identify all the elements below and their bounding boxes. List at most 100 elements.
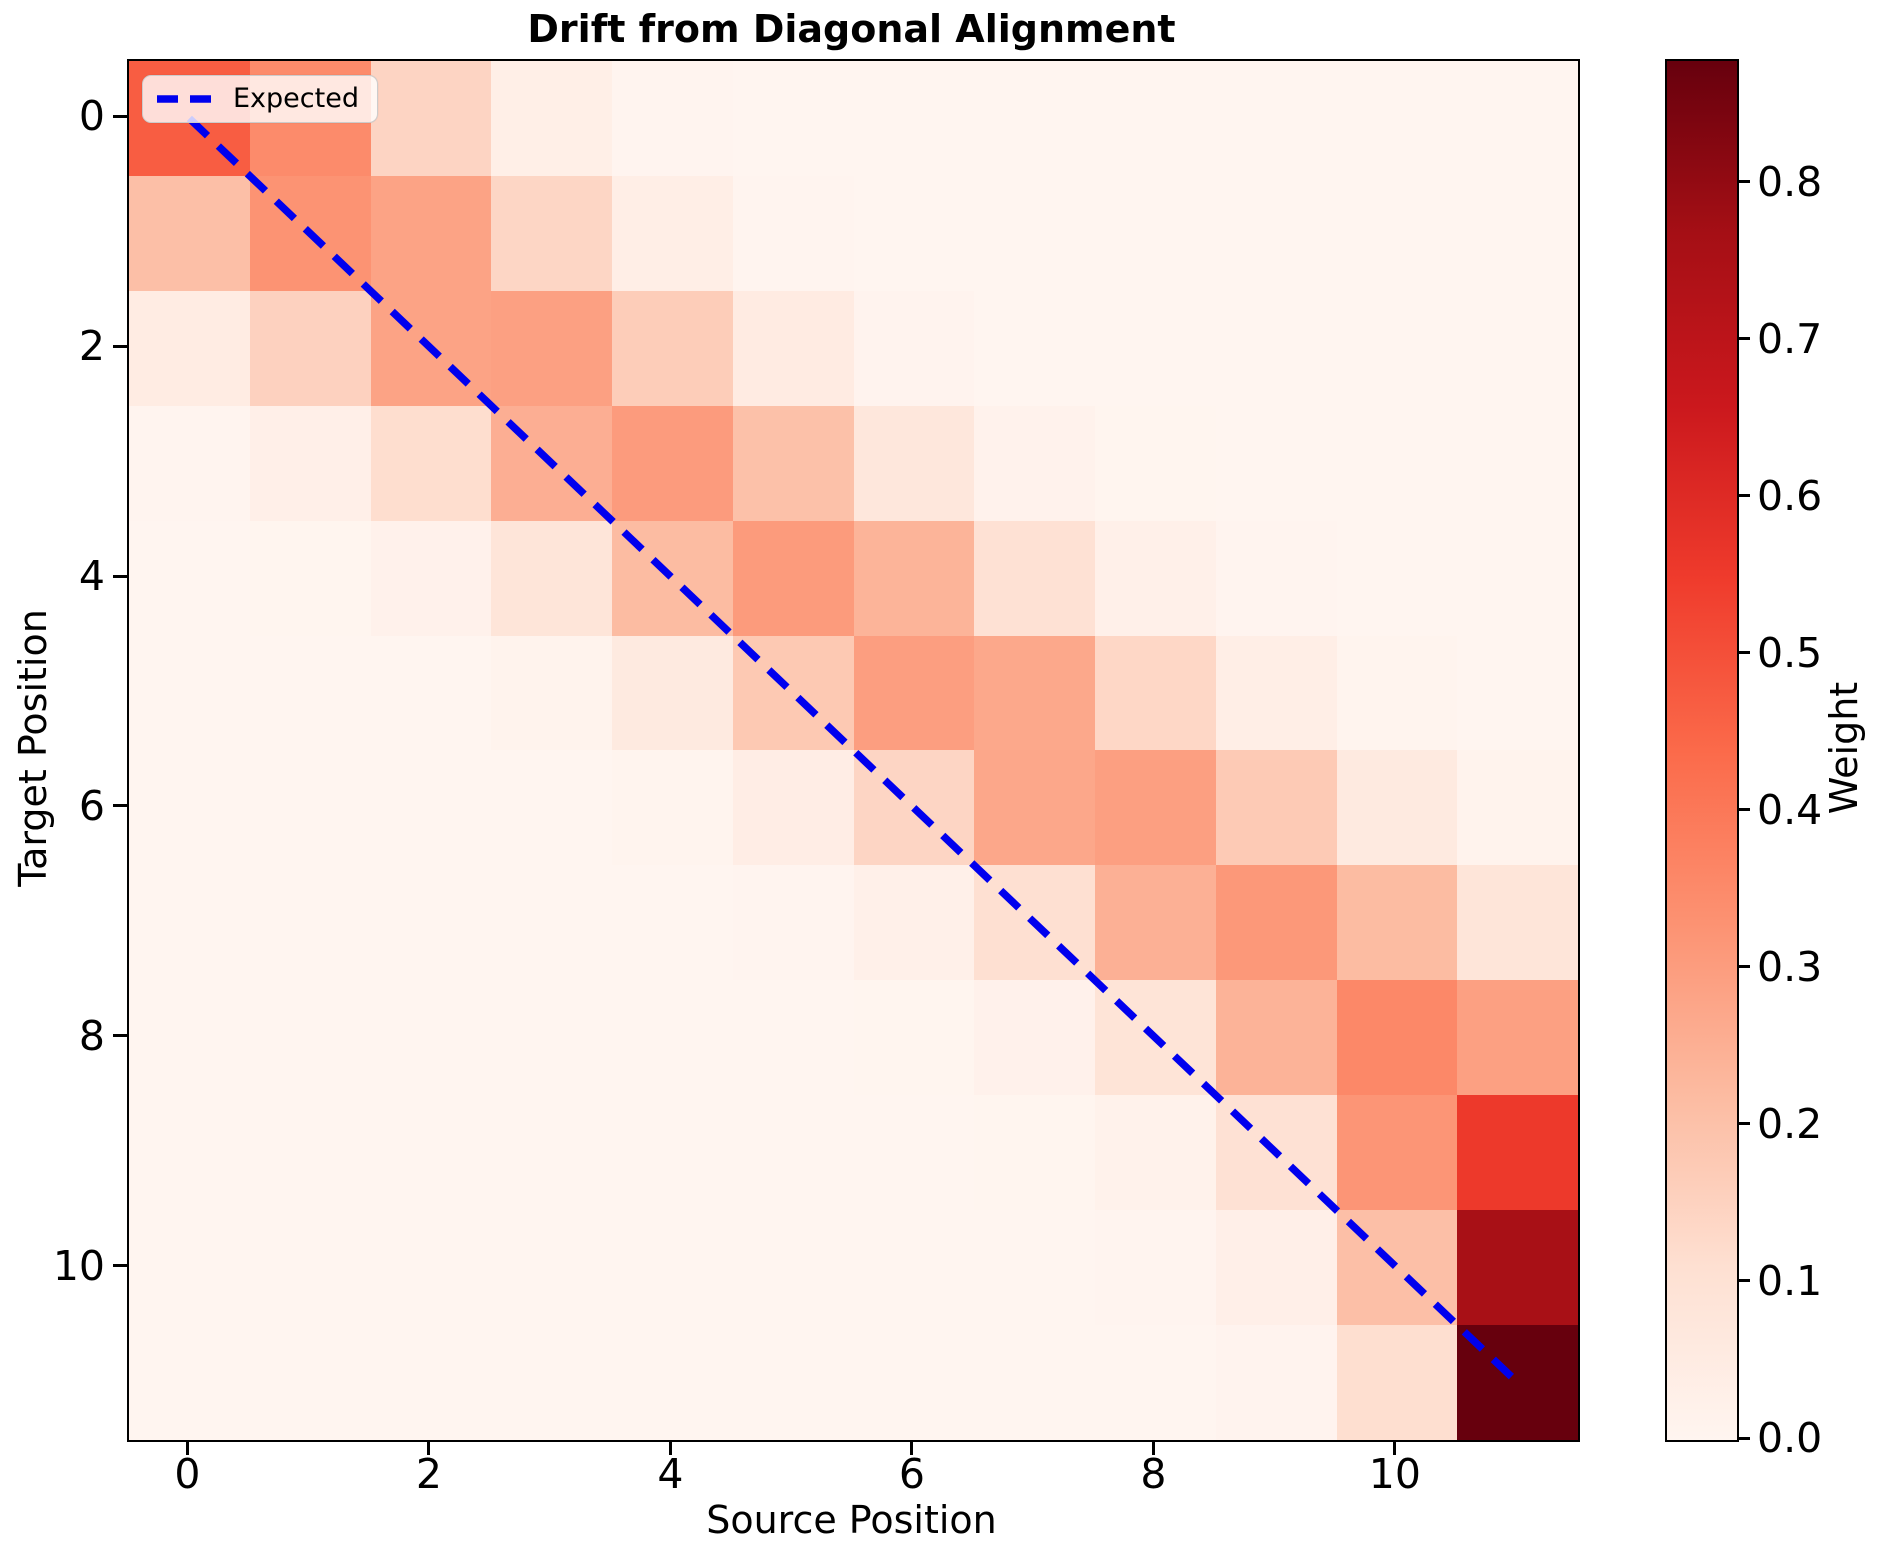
heatmap-cell-r5-c5 [732,635,854,751]
heatmap-cell-r0-c9 [1215,61,1337,176]
heatmap-cell-r6-c5 [732,750,854,866]
heatmap-plot-area: Expected [127,59,1580,1442]
heatmap-cell-r9-c3 [491,1095,612,1211]
heatmap-cell-r3-c3 [491,405,612,521]
heatmap-cell-r2-c11 [1457,290,1578,406]
y-tick-label-8: 8 [78,1011,105,1060]
y-tick-label-10: 10 [52,1241,105,1290]
heatmap-cell-r7-c8 [1095,865,1216,981]
legend: Expected [142,75,378,123]
heatmap-cell-r1-c10 [1336,175,1458,291]
heatmap-cell-r3-c9 [1215,405,1337,521]
heatmap-cell-r7-c6 [853,865,975,981]
x-tick-label-6: 6 [898,1450,925,1498]
heatmap-cell-r9-c0 [129,1095,250,1211]
heatmap-cell-r7-c3 [491,865,612,981]
y-tick-10 [113,1264,127,1268]
heatmap-cell-r5-c6 [853,635,975,751]
x-tick-6 [910,1440,914,1455]
y-tick-label-6: 6 [78,781,105,830]
colorbar-tick-0.4 [1737,808,1750,812]
heatmap-cell-r1-c11 [1457,175,1578,291]
heatmap-cell-r10-c8 [1095,1210,1216,1326]
colorbar-label: Weight [1822,681,1866,815]
y-tick-8 [113,1034,127,1038]
heatmap-cell-r6-c1 [249,750,371,866]
heatmap-cell-r7-c9 [1215,865,1337,981]
heatmap-cell-r10-c3 [491,1210,612,1326]
heatmap-cell-r5-c1 [249,635,371,751]
colorbar-tick-label-0.2: 0.2 [1757,1099,1823,1148]
heatmap-cell-r1-c1 [249,175,371,291]
colorbar-tick-label-0.0: 0.0 [1757,1414,1823,1462]
heatmap-cell-r4-c9 [1215,520,1337,636]
heatmap-cell-r7-c11 [1457,865,1578,981]
heatmap-cell-r11-c2 [370,1325,492,1440]
heatmap-cell-r2-c5 [732,290,854,406]
x-tick-label-0: 0 [174,1450,201,1498]
x-tick-label-4: 4 [657,1450,684,1498]
heatmap-cell-r8-c11 [1457,980,1578,1096]
heatmap-cell-r11-c0 [129,1325,250,1440]
heatmap-cell-r1-c4 [612,175,733,291]
colorbar-tick-label-0.3: 0.3 [1757,942,1823,991]
heatmap-cell-r10-c5 [732,1210,854,1326]
heatmap-cell-r4-c0 [129,520,250,636]
heatmap-cell-r8-c4 [612,980,733,1096]
heatmap-cell-r2-c1 [249,290,371,406]
heatmap-cell-r10-c10 [1336,1210,1458,1326]
heatmap-cell-r2-c3 [491,290,612,406]
heatmap-cell-r10-c6 [853,1210,975,1326]
heatmap-cell-r9-c10 [1336,1095,1458,1211]
heatmap-cell-r1-c9 [1215,175,1337,291]
heatmap-cell-r1-c5 [732,175,854,291]
heatmap-cell-r8-c8 [1095,980,1216,1096]
heatmap-cell-r1-c3 [491,175,612,291]
heatmap-cell-r6-c0 [129,750,250,866]
heatmap-cell-r8-c9 [1215,980,1337,1096]
y-axis-label: Target Position [11,609,55,887]
heatmap-cell-r2-c2 [370,290,492,406]
heatmap-cell-r6-c2 [370,750,492,866]
legend-dashed-line-icon [157,95,215,103]
heatmap-cell-r1-c7 [974,175,1095,291]
colorbar-tick-label-0.8: 0.8 [1757,157,1823,206]
heatmap-cell-r4-c3 [491,520,612,636]
heatmap-cell-r2-c8 [1095,290,1216,406]
heatmap-cell-r8-c2 [370,980,492,1096]
heatmap-cell-r6-c6 [853,750,975,866]
heatmap-cell-r7-c0 [129,865,250,981]
y-tick-label-0: 0 [78,92,105,141]
heatmap-cell-r4-c2 [370,520,492,636]
heatmap-cell-r10-c9 [1215,1210,1337,1326]
heatmap-cell-r6-c3 [491,750,612,866]
heatmap-cell-r6-c11 [1457,750,1578,866]
y-tick-label-2: 2 [78,322,105,371]
heatmap-cell-r11-c8 [1095,1325,1216,1440]
heatmap-cell-r8-c7 [974,980,1095,1096]
x-tick-10 [1393,1440,1397,1455]
heatmap-cell-r0-c7 [974,61,1095,176]
heatmap-cell-r9-c2 [370,1095,492,1211]
heatmap-cell-r11-c5 [732,1325,854,1440]
heatmap-cell-r4-c10 [1336,520,1458,636]
heatmap-cell-r2-c4 [612,290,733,406]
heatmap-cell-r4-c1 [249,520,371,636]
heatmap-cell-r1-c6 [853,175,975,291]
heatmap-cell-r0-c6 [853,61,975,176]
colorbar-tick-0.2 [1737,1122,1750,1126]
heatmap-cell-r3-c6 [853,405,975,521]
heatmap-cell-r3-c0 [129,405,250,521]
heatmap-cell-r8-c10 [1336,980,1458,1096]
heatmap-cell-r9-c6 [853,1095,975,1211]
heatmap-cell-r6-c4 [612,750,733,866]
heatmap-cell-r5-c8 [1095,635,1216,751]
heatmap-cell-r7-c7 [974,865,1095,981]
heatmap-cell-r8-c6 [853,980,975,1096]
heatmap-cell-r4-c5 [732,520,854,636]
heatmap-cell-r5-c2 [370,635,492,751]
heatmap-cell-r4-c4 [612,520,733,636]
heatmap [129,61,1578,1440]
y-tick-2 [113,344,127,348]
